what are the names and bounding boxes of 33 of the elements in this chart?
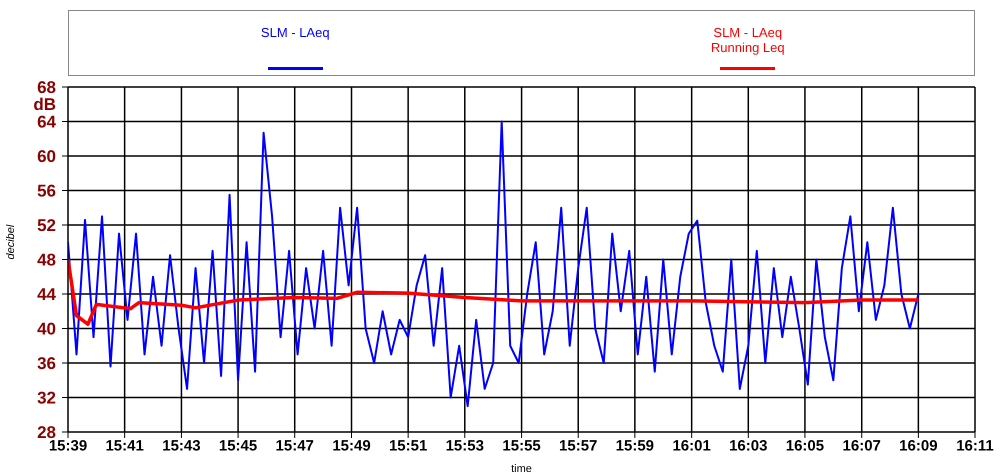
x-tick-label: 15:59 bbox=[616, 438, 654, 455]
x-tick-label: 15:47 bbox=[276, 438, 314, 455]
x-tick-label: 15:45 bbox=[218, 438, 258, 455]
x-tick-label: 15:57 bbox=[559, 438, 598, 455]
y-tick-label: 68 dB bbox=[33, 78, 56, 114]
y-tick-label: 48 bbox=[37, 250, 56, 270]
line-series bbox=[68, 258, 920, 326]
y-tick-label: 60 bbox=[37, 147, 56, 166]
y-axis-title: decibel bbox=[4, 224, 17, 260]
y-tick-label: 32 bbox=[37, 388, 56, 408]
x-tick-label: 16:01 bbox=[672, 438, 711, 455]
x-tick-label: 15:53 bbox=[446, 438, 484, 455]
x-tick-label: 15:39 bbox=[48, 438, 88, 455]
x-tick-label: 15:43 bbox=[162, 438, 201, 455]
text: SLM - LAeq Running Leq bbox=[710, 25, 785, 55]
y-tick-label: 56 bbox=[37, 182, 56, 200]
y-tick-label: 40 bbox=[37, 320, 56, 338]
x-tick-label: 15:51 bbox=[388, 438, 428, 455]
x-axis-title: time bbox=[511, 463, 532, 472]
x-tick-label: 15:49 bbox=[332, 438, 371, 455]
line-series bbox=[68, 120, 920, 408]
x-tick-label: 16:05 bbox=[786, 438, 824, 455]
x-tick-label: 15:41 bbox=[105, 438, 144, 455]
y-tick-label: 44 bbox=[37, 285, 57, 304]
y-tick-label: 52 bbox=[37, 216, 56, 235]
text: SLM - LAeq bbox=[260, 25, 330, 40]
y-tick-label: 64 bbox=[37, 112, 57, 132]
y-tick-label: 36 bbox=[37, 354, 56, 373]
x-tick-label: 16:07 bbox=[842, 438, 881, 455]
x-tick-label: 16:11 bbox=[956, 438, 994, 455]
x-tick-label: 16:09 bbox=[899, 438, 938, 455]
x-tick-label: 15:55 bbox=[502, 438, 541, 455]
x-tick-label: 16:03 bbox=[729, 438, 768, 455]
